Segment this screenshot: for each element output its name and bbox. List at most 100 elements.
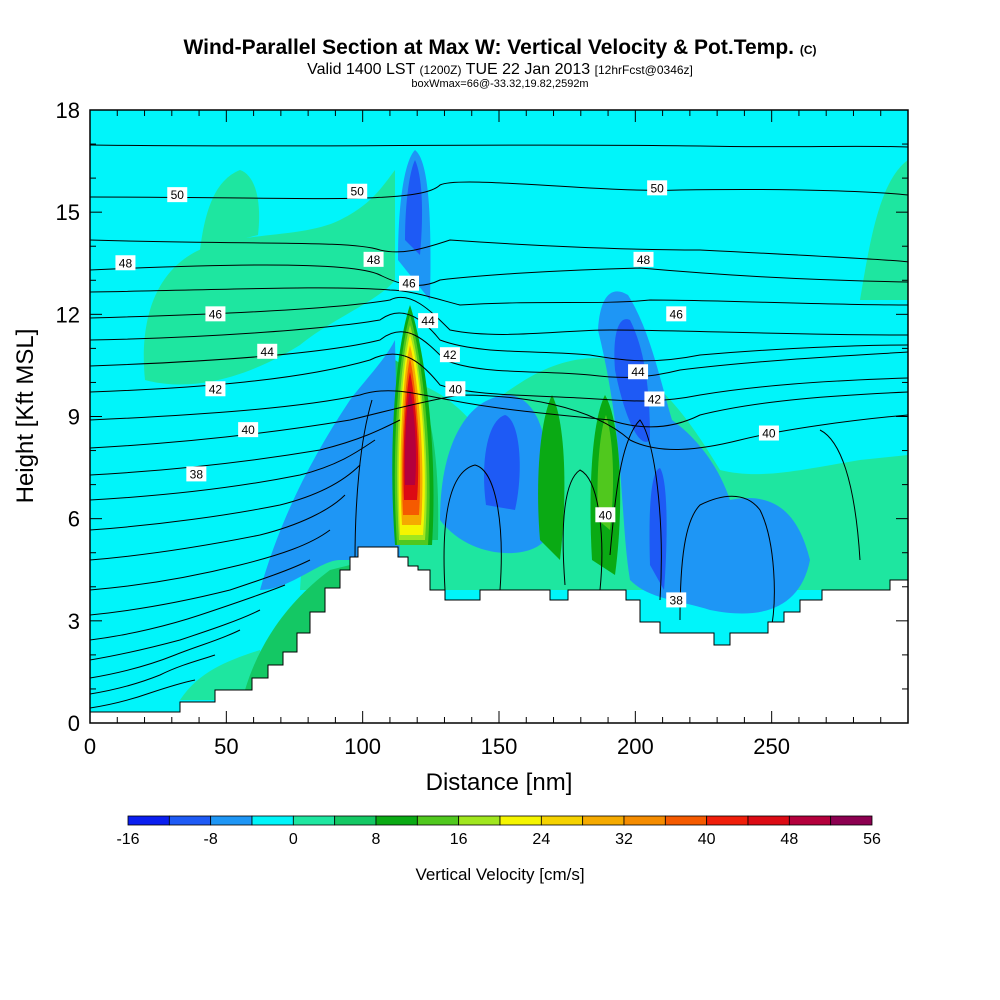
updraft-core-l8 [404,390,416,485]
y-axis-title: Height [Kft MSL] [12,329,39,504]
isentrope-label-bg [418,313,439,329]
isentrope-label: 50 [347,183,368,199]
isentrope-label-text: 50 [351,185,365,199]
isentrope-label-bg [205,306,226,322]
isentrope-label-bg [628,364,649,380]
isentrope-label-text: 44 [631,365,645,379]
isentrope-label-bg [439,347,460,363]
isentrope-label-text: 50 [650,181,664,195]
region-neg-top-core [405,160,423,255]
colorbar-swatch [664,815,708,826]
isentrope-label-text: 42 [209,382,223,396]
isentrope-label: 42 [644,391,665,407]
colorbar-tick-label: 56 [863,831,881,848]
colorbar-tick-label: 48 [780,831,798,848]
isentrope-label-bg [399,275,420,291]
colorbar-swatch [251,815,294,826]
region-right-top-positive [860,160,908,300]
y-tick-label: 6 [68,507,80,532]
colorbar-swatch [582,815,625,826]
colorbar-swatch [788,815,832,826]
region-neg-center-core [484,415,520,510]
x-axis-title: Distance [nm] [426,769,573,796]
chart-subtitle: Valid 1400 LST (1200Z) TUE 22 Jan 2013 [… [307,61,693,78]
plot-area [90,110,908,723]
y-tick-label: 12 [56,302,80,327]
isentrope-label-text: 48 [637,253,651,267]
isentrope-label-bg [238,422,259,438]
isentrope-label: 44 [257,343,278,359]
isentrope-label: 50 [647,180,668,196]
isentrope-label-bg [666,306,687,322]
colorbar-swatch [458,815,501,826]
x-tick-label: 150 [481,734,518,759]
x-tick-label: 250 [753,734,790,759]
colorbar-swatch [416,815,460,826]
colorbar-tick-label: 32 [615,831,633,848]
isentrope-label-text: 46 [402,277,416,291]
x-tick-label: 200 [617,734,654,759]
colorbar-tick-label: 16 [450,831,468,848]
isentrope-label: 40 [445,381,466,397]
isentrope-label: 48 [633,251,654,267]
isentrope-label-bg [647,180,668,196]
isentrope-label: 38 [186,466,207,482]
isentrope-label: 48 [115,255,136,271]
region-upper-left-positive-2 [200,170,260,250]
x-tick-label: 100 [344,734,381,759]
region-pos-col-2-core [597,415,614,530]
isentrope-label-bg [167,187,188,203]
colorbar-swatch [623,815,666,826]
isentrope-label-bg [257,343,278,359]
colorbar-swatch [706,815,749,826]
isentrope-label-bg [363,251,384,267]
colorbar: -16 -8 0 8 16 24 32 40 48 56 [116,815,881,848]
y-tick-label: 9 [68,405,80,430]
colorbar-swatch [334,815,377,826]
isentrope-label-text: 40 [599,508,613,522]
x-tick-label: 50 [214,734,238,759]
colorbar-tick-label: 24 [532,831,550,848]
isentrope-label-text: 44 [421,314,435,328]
region-pos-col-1 [538,395,565,560]
x-axis: 0 50 100 150 200 250 [84,110,909,759]
y-tick-label: 3 [68,609,80,634]
isentrope-label-text: 44 [261,345,275,359]
isentrope-label-bg [347,183,368,199]
colorbar-swatch [499,815,542,826]
isentrope-label: 48 [363,251,384,267]
colorbar-tick-label: 8 [372,831,381,848]
isentrope-label-text: 50 [171,188,185,202]
isentrope-label-bg [115,255,136,271]
chart-subtitle-2: boxWmax=66@-33.32,19.82,2592m [411,78,589,90]
isentrope-label-text: 40 [241,423,255,437]
colorbar-swatch [747,815,790,826]
colorbar-tick-label: 40 [698,831,716,848]
isentrope-lines [90,144,908,709]
isentrope-label: 40 [758,425,779,441]
colorbar-swatch [540,815,584,826]
y-tick-label: 0 [68,711,80,736]
colorbar-title: Vertical Velocity [cm/s] [415,865,584,884]
colorbar-swatch [168,815,212,826]
colorbar-swatch [292,815,336,826]
isentrope-label-text: 48 [119,256,133,270]
y-tick-label: 15 [56,200,80,225]
colorbar-tick-label: 0 [289,831,298,848]
colorbar-swatch [210,815,253,826]
isentrope-label: 38 [666,592,687,608]
colorbar-swatch [375,815,418,826]
region-neg-right-low-core [649,468,667,590]
isentrope-label-text: 42 [443,348,457,362]
isentrope-label-bg [644,391,665,407]
colorbar-tick-label: -8 [204,831,218,848]
isentrope-label-bg [758,425,779,441]
isentrope-label: 42 [205,381,226,397]
isentrope-label-bg [205,381,226,397]
isentrope-label-text: 40 [762,427,776,441]
isentrope-label: 44 [628,364,649,380]
colorbar-tick-label: -16 [116,831,139,848]
isentrope-label: 50 [167,187,188,203]
